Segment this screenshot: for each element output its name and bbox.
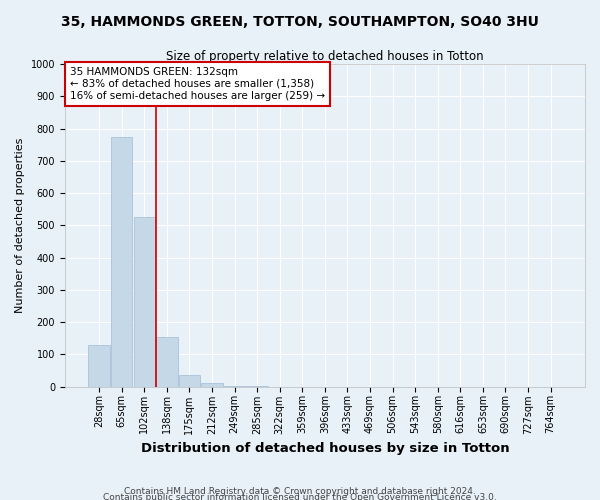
Title: Size of property relative to detached houses in Totton: Size of property relative to detached ho… (166, 50, 484, 63)
Y-axis label: Number of detached properties: Number of detached properties (15, 138, 25, 313)
X-axis label: Distribution of detached houses by size in Totton: Distribution of detached houses by size … (140, 442, 509, 455)
Bar (111, 136, 133, 386)
Bar (156, 336, 178, 386)
Text: 35, HAMMONDS GREEN, TOTTON, SOUTHAMPTON, SO40 3HU: 35, HAMMONDS GREEN, TOTTON, SOUTHAMPTON,… (61, 15, 539, 29)
Bar (179, 375, 200, 386)
Bar (134, 218, 155, 386)
Bar (201, 384, 223, 386)
Bar (88, 344, 110, 387)
Text: Contains public sector information licensed under the Open Government Licence v3: Contains public sector information licen… (103, 492, 497, 500)
Text: 35 HAMMONDS GREEN: 132sqm
← 83% of detached houses are smaller (1,358)
16% of se: 35 HAMMONDS GREEN: 132sqm ← 83% of detac… (70, 68, 325, 100)
Text: Contains HM Land Registry data © Crown copyright and database right 2024.: Contains HM Land Registry data © Crown c… (124, 487, 476, 496)
